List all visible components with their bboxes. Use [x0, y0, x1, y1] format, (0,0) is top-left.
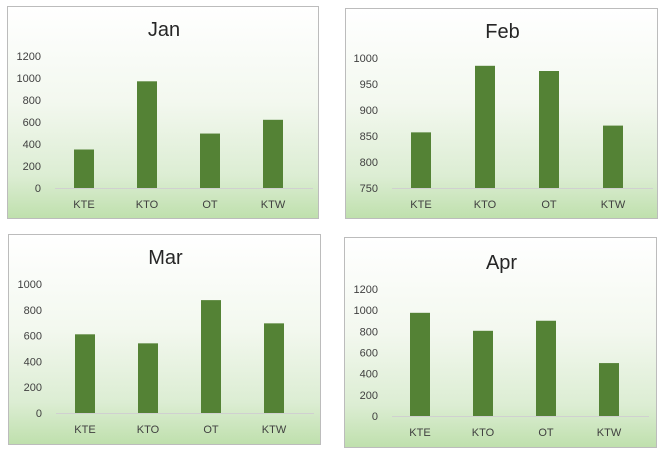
y-tick-label-jan: 400: [23, 139, 41, 151]
y-tick-label-jan: 800: [23, 95, 41, 107]
category-label-jan: KTW: [261, 199, 286, 211]
y-tick-label-jan: 1200: [17, 51, 41, 63]
y-tick-label-feb: 750: [360, 183, 378, 195]
y-tick-label-apr: 200: [360, 390, 378, 402]
bar-apr-kte: [410, 312, 430, 416]
category-label-feb: KTE: [410, 199, 431, 211]
bar-feb-kto: [475, 65, 495, 188]
y-tick-label-jan: 0: [35, 183, 41, 195]
y-tick-label-mar: 400: [24, 356, 42, 368]
y-tick-label-jan: 1000: [17, 73, 41, 85]
chart-title-mar: Mar: [148, 247, 183, 269]
y-tick-label-apr: 400: [360, 369, 378, 381]
chart-panel-jan: Jan 0 200 400 600 800 1000 1200 KTE KTO OT KTW: [7, 6, 319, 219]
bar-apr-ktw: [599, 363, 619, 416]
chart-mar: Mar 0 200 400 600 800 1000 KTE KTO OT KTW: [18, 247, 314, 436]
category-label-feb: KTW: [601, 199, 626, 211]
chart-panel-mar: Mar 0 200 400 600 800 1000 KTE KTO OT KTW: [8, 234, 321, 445]
y-tick-label-mar: 800: [24, 305, 42, 317]
bar-jan-kto: [137, 81, 157, 188]
y-tick-label-apr: 1000: [354, 305, 378, 317]
chart-title-apr: Apr: [486, 252, 517, 274]
category-label-apr: KTE: [409, 427, 430, 439]
bar-jan-kte: [74, 149, 94, 188]
chart-panel-apr: Apr 0 200 400 600 800 1000 1200 KTE KTO OT KTW: [344, 237, 657, 448]
bar-apr-kto: [473, 330, 493, 416]
y-tick-label-feb: 800: [360, 157, 378, 169]
y-tick-label-apr: 800: [360, 326, 378, 338]
chart-jan: Jan 0 200 400 600 800 1000 1200 KTE KTO OT KTW: [17, 19, 313, 211]
bar-mar-ot: [201, 300, 221, 413]
y-tick-label-mar: 1000: [18, 279, 42, 291]
category-label-mar: OT: [203, 424, 219, 436]
category-label-mar: KTE: [74, 424, 95, 436]
chart-title-jan: Jan: [148, 19, 180, 41]
category-label-apr: OT: [538, 427, 554, 439]
y-tick-label-jan: 600: [23, 117, 41, 129]
bar-feb-ot: [539, 71, 559, 188]
y-tick-label-mar: 200: [24, 382, 42, 394]
chart-title-feb: Feb: [485, 21, 519, 43]
y-tick-label-apr: 1200: [354, 284, 378, 296]
bar-mar-kto: [138, 343, 158, 413]
category-label-mar: KTO: [137, 424, 160, 436]
y-tick-label-jan: 200: [23, 161, 41, 173]
y-tick-label-apr: 0: [372, 411, 378, 423]
category-label-apr: KTW: [597, 427, 622, 439]
category-label-feb: KTO: [474, 199, 497, 211]
bar-feb-kte: [411, 132, 431, 188]
y-tick-label-mar: 600: [24, 331, 42, 343]
y-tick-label-mar: 0: [36, 408, 42, 420]
bar-feb-ktw: [603, 125, 623, 188]
category-label-apr: KTO: [472, 427, 495, 439]
category-label-feb: OT: [541, 199, 557, 211]
y-tick-label-feb: 950: [360, 79, 378, 91]
bar-jan-ktw: [263, 119, 283, 188]
chart-panel-feb: Feb 750 800 850 900 950 1000 KTE KTO OT KTW: [345, 8, 658, 219]
category-label-jan: KTO: [136, 199, 159, 211]
bar-mar-ktw: [264, 323, 284, 413]
category-label-jan: OT: [202, 199, 218, 211]
chart-feb: Feb 750 800 850 900 950 1000 KTE KTO OT KTW: [354, 21, 653, 211]
bar-mar-kte: [75, 334, 95, 413]
category-label-jan: KTE: [73, 199, 94, 211]
bar-apr-ot: [536, 320, 556, 416]
y-tick-label-feb: 900: [360, 105, 378, 117]
y-tick-label-feb: 850: [360, 131, 378, 143]
bar-jan-ot: [200, 133, 220, 188]
y-tick-label-feb: 1000: [354, 53, 378, 65]
y-tick-label-apr: 600: [360, 348, 378, 360]
chart-apr: Apr 0 200 400 600 800 1000 1200 KTE KTO OT KTW: [354, 252, 649, 439]
category-label-mar: KTW: [262, 424, 287, 436]
